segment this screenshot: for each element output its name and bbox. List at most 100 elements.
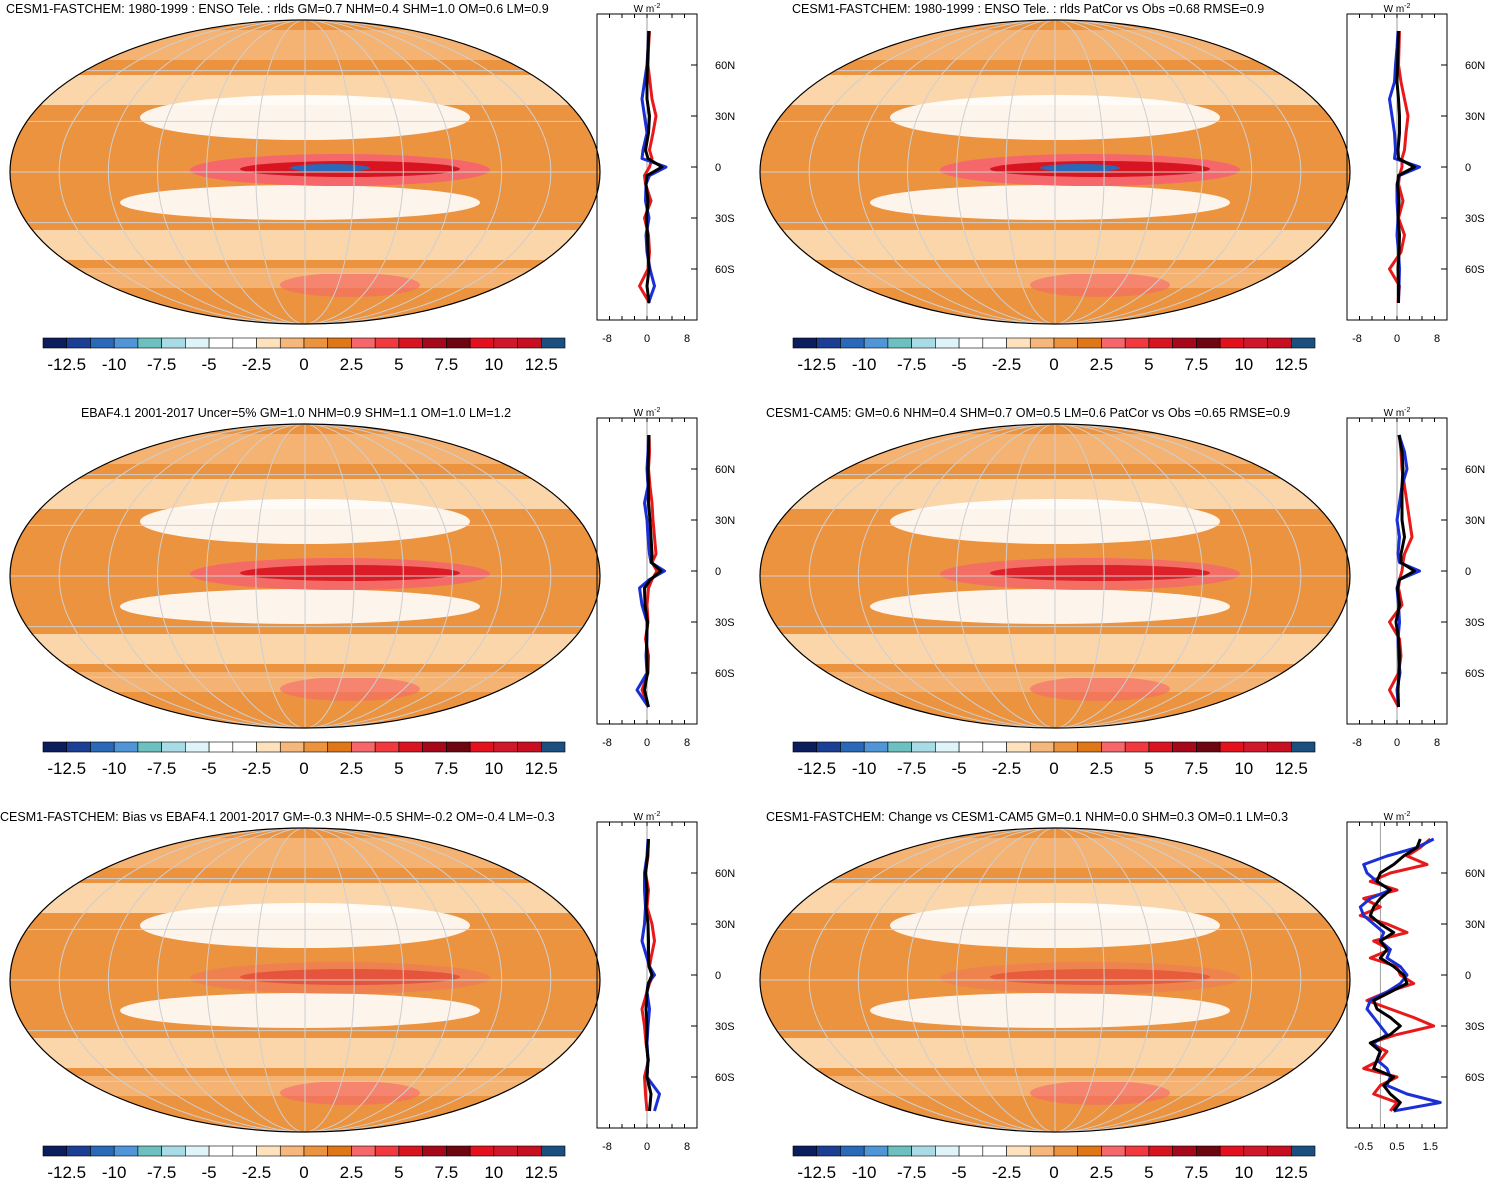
colorbar-label: 12.5 — [525, 759, 558, 778]
graticule — [760, 20, 1350, 324]
colorbar-swatch — [982, 1145, 1007, 1157]
colorbar-label: 2.5 — [1090, 759, 1114, 778]
colorbar-swatch — [161, 337, 186, 349]
colorbar-label: 12.5 — [1275, 1163, 1308, 1182]
colorbar-label: -10 — [102, 759, 127, 778]
colorbar-label: -7.5 — [147, 355, 176, 374]
colorbar-swatch — [398, 1145, 423, 1157]
profile-x-tick-label: -8 — [1352, 737, 1362, 749]
colorbar-swatch — [863, 741, 889, 753]
colorbar-swatch — [517, 337, 542, 349]
map-border — [9, 827, 601, 1133]
profile-lat-label: 30S — [715, 213, 735, 225]
colorbar-label: -7.5 — [897, 1163, 926, 1182]
colorbar-swatch — [113, 337, 139, 349]
colorbar: -12.5 -10 -7.5 -5 -2.5 0 2.5 5 7.5 10 12.5 — [792, 1145, 1316, 1182]
colorbar-label: 2.5 — [340, 355, 364, 374]
colorbar-swatch — [887, 741, 912, 753]
profile-lat-label: 30S — [715, 617, 735, 629]
colorbar-swatch — [840, 1145, 865, 1157]
colorbar-swatch — [493, 337, 518, 349]
colorbar-label: -7.5 — [897, 759, 926, 778]
colorbar-swatch — [208, 1145, 234, 1157]
colorbar-swatch — [351, 741, 376, 753]
profile-x-tick-label: 8 — [684, 1141, 690, 1153]
colorbar-swatch — [540, 337, 566, 349]
profile-line-black — [1395, 30, 1416, 303]
colorbar-label: 0 — [299, 355, 308, 374]
colorbar-swatch — [66, 337, 91, 349]
profile-line-black — [644, 30, 664, 304]
colorbar-swatch — [816, 337, 841, 349]
colorbar-swatch — [185, 1145, 210, 1157]
panel-graphic: 60N 30N 0 30S 60S -8 0 8 W m-2 -12.5 -10 -7.5 -5 -2.5… — [9, 407, 735, 778]
profile-unit-label: W m-2 — [1384, 407, 1411, 419]
map-field — [760, 20, 1350, 324]
panel-title: CESM1-FASTCHEM: 1980-1999 : ENSO Tele. :… — [792, 2, 1265, 16]
colorbar-swatch — [911, 1145, 936, 1157]
graticule — [10, 20, 600, 324]
graticule — [10, 828, 600, 1132]
colorbar-label: -12.5 — [47, 1163, 86, 1182]
colorbar-label: 5 — [1144, 355, 1153, 374]
profile-x-tick-label: -8 — [1352, 333, 1362, 345]
colorbar-swatch — [792, 741, 818, 753]
colorbar-swatch — [911, 741, 936, 753]
profile-unit-label: W m-2 — [634, 407, 661, 419]
colorbar-swatch — [887, 337, 912, 349]
colorbar-label: 5 — [394, 355, 403, 374]
colorbar-swatch — [958, 1145, 984, 1157]
colorbar-swatch — [398, 741, 423, 753]
colorbar-label: 0 — [299, 759, 308, 778]
colorbar-label: 10 — [1234, 355, 1253, 374]
colorbar-swatch — [256, 337, 281, 349]
profile-lat-label: 0 — [715, 162, 721, 174]
colorbar-swatch — [517, 1145, 542, 1157]
colorbar: -12.5 -10 -7.5 -5 -2.5 0 2.5 5 7.5 10 12.5 — [42, 337, 566, 374]
colorbar-swatch — [493, 741, 518, 753]
colorbar-swatch — [208, 337, 234, 349]
colorbar-swatch — [303, 337, 329, 349]
colorbar-swatch — [935, 741, 960, 753]
profile-x-tick-label: 1.5 — [1423, 1141, 1438, 1153]
panel-graphic: 60N 30N 0 30S 60S -8 0 8 W m-2 -12.5 -10 -7.5 -5 -2.5… — [759, 3, 1485, 374]
colorbar-swatch — [863, 1145, 889, 1157]
colorbar-swatch — [161, 741, 186, 753]
colorbar-swatch — [958, 741, 984, 753]
colorbar-swatch — [446, 337, 471, 349]
profile-line-black — [643, 434, 663, 708]
colorbar-swatch — [1219, 337, 1245, 349]
profile-lat-label: 30N — [715, 515, 735, 527]
profile-lat-label: 30S — [1465, 617, 1485, 629]
zonal-mean-profile: 60N 30N 0 30S 60S -8 0 8 W m-2 — [596, 3, 735, 345]
colorbar-swatch — [1267, 741, 1292, 753]
panel-title: EBAF4.1 2001-2017 Uncer=5% GM=1.0 NHM=0.… — [80, 406, 512, 420]
colorbar-swatch — [911, 337, 936, 349]
colorbar-swatch — [840, 337, 865, 349]
colorbar-swatch — [1148, 741, 1173, 753]
colorbar-swatch — [327, 337, 352, 349]
map-field — [10, 20, 600, 324]
colorbar-swatch — [446, 741, 471, 753]
colorbar-swatch — [185, 741, 210, 753]
colorbar-label: -7.5 — [897, 355, 926, 374]
colorbar-label: -2.5 — [242, 759, 271, 778]
colorbar-swatch — [208, 741, 234, 753]
profile-line-black — [644, 838, 654, 1112]
profile-x-tick-label: 0 — [644, 737, 650, 749]
profile-lat-label: 60S — [1465, 264, 1485, 276]
colorbar-label: -2.5 — [992, 759, 1021, 778]
profile-lat-label: 30N — [1465, 515, 1485, 527]
map-field — [760, 424, 1350, 728]
profile-x-tick-label: -8 — [602, 333, 612, 345]
colorbar-swatch — [1148, 1145, 1173, 1157]
profile-unit-label: W m-2 — [1384, 811, 1411, 823]
colorbar-swatch — [1101, 337, 1126, 349]
colorbar-label: 2.5 — [1090, 1163, 1114, 1182]
colorbar-swatch — [1267, 1145, 1292, 1157]
colorbar-label: -2.5 — [242, 1163, 271, 1182]
profile-lat-label: 60S — [715, 668, 735, 680]
map-border — [9, 423, 601, 729]
profile-lat-label: 30S — [715, 1021, 735, 1033]
colorbar-swatch — [66, 741, 91, 753]
